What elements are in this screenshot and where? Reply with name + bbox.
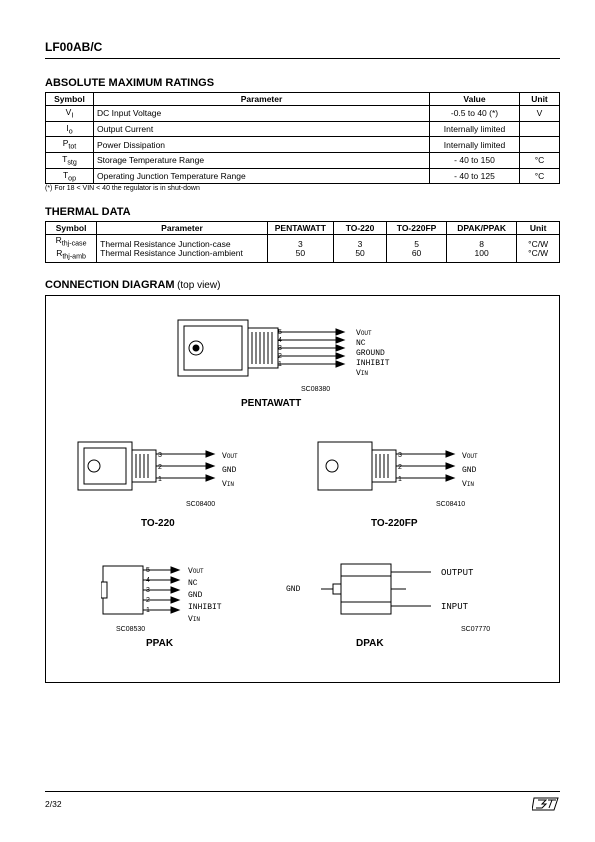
connection-diagram-frame: 5 4 3 2 1 VOUT NC GROUND INHIBIT VIN SC0…: [45, 295, 560, 683]
col-parameter: Parameter: [94, 93, 430, 106]
ppak-svg: [101, 556, 201, 636]
conn-title-row: CONNECTION DIAGRAM (top view): [45, 279, 560, 291]
table-row: Top Operating Junction Temperature Range…: [46, 168, 560, 184]
scid: SC08380: [301, 386, 330, 393]
conn-title: CONNECTION DIAGRAM: [45, 279, 175, 291]
col-symbol: Symbol: [46, 93, 94, 106]
table-row: Ptot Power Dissipation Internally limite…: [46, 137, 560, 153]
page-header: LF00AB/C: [45, 40, 560, 59]
col-unit: Unit: [520, 93, 560, 106]
table-row: Io Output Current Internally limited: [46, 121, 560, 137]
conn-sub: (top view): [177, 280, 220, 291]
abs-max-footnote: (*) For 18 < VIN < 40 the regulator is i…: [45, 185, 560, 192]
table-row: VI DC Input Voltage -0.5 to 40 (*) V: [46, 106, 560, 122]
table-row: Tstg Storage Temperature Range - 40 to 1…: [46, 153, 560, 169]
to220-svg: [76, 436, 226, 506]
dpak-svg: [321, 556, 451, 636]
thermal-title: THERMAL DATA: [45, 206, 560, 218]
st-logo-icon: [532, 796, 560, 812]
col-value: Value: [430, 93, 520, 106]
pentawatt-label: PENTAWATT: [241, 398, 301, 409]
thermal-table: Symbol Parameter PENTAWATT TO-220 TO-220…: [45, 221, 560, 263]
page-footer: 2/32: [45, 791, 560, 812]
abs-max-title: ABSOLUTE MAXIMUM RATINGS: [45, 77, 560, 89]
page-number: 2/32: [45, 799, 62, 809]
pentawatt-svg: [176, 316, 346, 396]
to220fp-svg: [316, 436, 466, 506]
table-header-row: Symbol Parameter Value Unit: [46, 93, 560, 106]
table-header-row: Symbol Parameter PENTAWATT TO-220 TO-220…: [46, 222, 560, 235]
abs-max-table: Symbol Parameter Value Unit VI DC Input …: [45, 92, 560, 184]
part-number: LF00AB/C: [45, 40, 102, 54]
